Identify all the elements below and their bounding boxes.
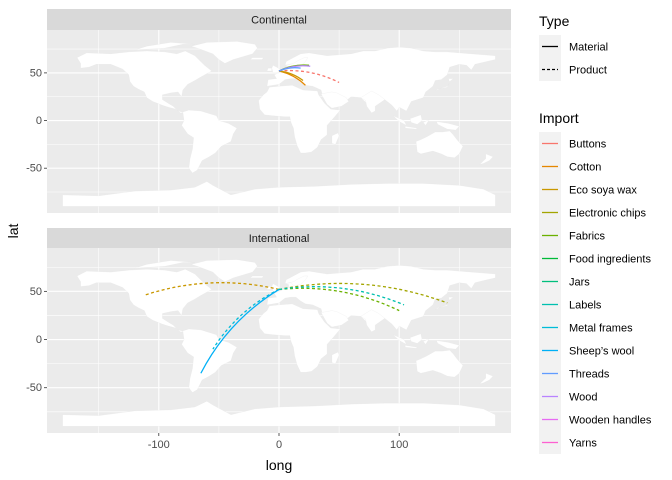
legend-type: Type Material Product (539, 13, 608, 81)
legend-type-title: Type (539, 13, 570, 29)
legend-label: Sheep’s wool (569, 346, 634, 358)
facet-strip-label: Continental (251, 15, 307, 27)
route-threads-material (278, 67, 301, 72)
facet-strip (47, 228, 511, 248)
y-tick-label: 50 (30, 67, 42, 79)
y-tick-label: 0 (36, 115, 42, 127)
legend-label: Labels (569, 300, 602, 312)
routes (144, 282, 448, 374)
route-eco-soya-wax-product (144, 282, 280, 296)
x-tick-label: 0 (276, 439, 282, 451)
y-axis: -50 0 50 (26, 286, 47, 394)
legend-label: Product (569, 65, 607, 77)
legend-import-title: Import (539, 110, 579, 126)
legend-label: Buttons (569, 139, 607, 151)
y-tick-label: -50 (26, 163, 42, 175)
legend-label: Metal frames (569, 323, 633, 335)
legend-label: Fabrics (569, 231, 606, 243)
route-buttons-product (278, 69, 340, 84)
legend-label: Material (569, 42, 608, 54)
legend-label: Eco soya wax (569, 185, 637, 197)
legend-label: Jars (569, 277, 590, 289)
y-tick-label: -50 (26, 382, 42, 394)
legend-label: Electronic chips (569, 208, 647, 220)
facet-strip-label: International (249, 233, 310, 245)
routes (278, 64, 340, 86)
legend-label: Food ingredients (569, 254, 651, 266)
legend-label: Wood (569, 392, 598, 404)
y-tick-label: 50 (30, 286, 42, 298)
x-tick-label: -100 (148, 439, 170, 451)
route-fabrics-product (278, 287, 400, 312)
route-electronic-chips-product (278, 282, 448, 304)
facet-panel-international: International -50 0 50 -100 0 100 (26, 228, 511, 451)
facet-strip (47, 9, 511, 30)
legend-label: Threads (569, 369, 610, 381)
route-eco-soya-wax-material (278, 70, 304, 82)
x-axis-title: long (266, 457, 292, 473)
x-axis: -100 0 100 (148, 433, 408, 451)
legend-label: Wooden handles (569, 415, 652, 427)
legend-import: Import Buttons Cotton Eco soya wax Electroni… (539, 110, 652, 454)
legend-label: Yarns (569, 438, 597, 450)
route-sheep-s-wool-material (200, 288, 280, 374)
facet-panel-continental: Continental -50 0 50 (26, 9, 511, 213)
y-tick-label: 0 (36, 334, 42, 346)
y-axis-title: lat (5, 224, 21, 239)
legend-label: Cotton (569, 162, 601, 174)
x-tick-label: 100 (390, 439, 408, 451)
route-metal-frames-product (212, 288, 280, 350)
y-axis: -50 0 50 (26, 67, 47, 175)
